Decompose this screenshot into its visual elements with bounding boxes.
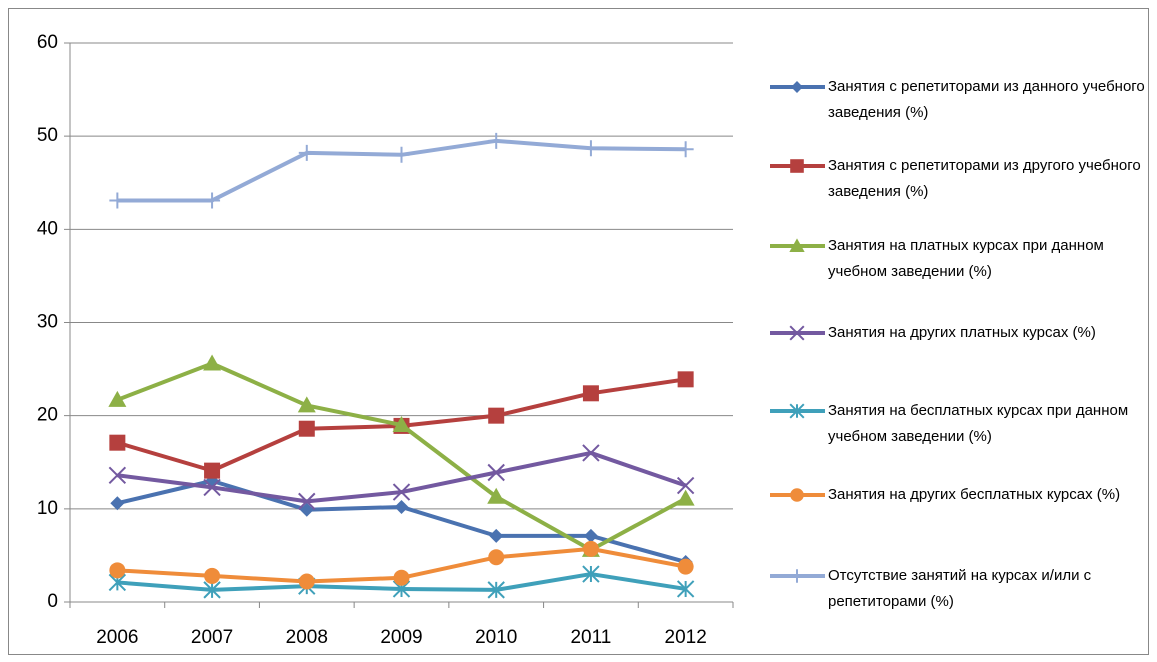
marker <box>582 385 599 402</box>
marker <box>204 567 221 584</box>
marker <box>203 354 222 371</box>
marker <box>789 325 805 341</box>
marker <box>789 238 805 252</box>
chart-frame <box>8 8 1149 655</box>
series <box>109 540 694 590</box>
marker <box>298 420 315 437</box>
y-tick-label: 10 <box>37 498 58 519</box>
marker <box>487 487 506 504</box>
legend-label: Занятия с репетиторами из другого учебно… <box>828 157 1141 200</box>
marker <box>582 565 600 583</box>
marker <box>488 132 505 149</box>
marker <box>109 434 126 451</box>
marker <box>297 396 316 413</box>
marker <box>488 407 505 424</box>
x-tick-label: 2007 <box>191 627 233 648</box>
marker <box>677 558 694 575</box>
y-tick-label: 40 <box>37 218 58 239</box>
marker <box>203 581 221 599</box>
legend-label: Занятия на других платных курсах (%) <box>828 324 1096 341</box>
marker <box>203 478 221 497</box>
marker <box>488 549 505 566</box>
marker <box>582 540 599 557</box>
marker <box>298 573 315 590</box>
marker <box>392 483 411 501</box>
marker <box>790 569 804 583</box>
marker <box>789 403 805 419</box>
marker <box>392 415 411 432</box>
x-tick-label: 2011 <box>570 627 611 648</box>
marker <box>108 466 127 485</box>
y-tick-label: 30 <box>37 312 58 333</box>
marker <box>393 146 410 163</box>
marker <box>110 496 125 511</box>
marker <box>582 444 600 462</box>
x-tick-label: 2008 <box>286 627 328 648</box>
y-tick-label: 20 <box>37 405 58 426</box>
marker <box>790 159 804 173</box>
marker <box>582 140 599 157</box>
y-tick-label: 60 <box>37 32 58 53</box>
marker <box>204 462 221 479</box>
series <box>109 132 694 209</box>
marker <box>676 580 695 598</box>
legend-label: Отсутствие занятий на курсах и/или с реп… <box>828 567 1092 610</box>
marker <box>677 371 694 388</box>
y-tick-label: 0 <box>47 591 58 612</box>
marker <box>489 528 504 543</box>
marker <box>298 144 315 161</box>
marker <box>676 476 695 495</box>
x-tick-label: 2010 <box>475 627 517 648</box>
legend-label: Занятия с репетиторами из данного учебно… <box>828 78 1145 121</box>
marker <box>676 489 695 506</box>
marker <box>791 81 803 93</box>
marker <box>583 528 598 543</box>
legend-label: Занятия на бесплатных курсах при данном … <box>828 402 1129 445</box>
marker <box>298 492 316 511</box>
series <box>108 444 695 511</box>
marker <box>109 562 126 579</box>
marker <box>487 463 505 482</box>
marker <box>394 499 409 514</box>
marker <box>109 192 126 209</box>
legend-label: Занятия на других бесплатных курсах (%) <box>828 486 1121 503</box>
x-tick-label: 2009 <box>380 627 422 648</box>
marker <box>487 581 505 599</box>
x-tick-label: 2012 <box>665 627 707 648</box>
marker <box>204 192 221 209</box>
marker <box>108 390 127 407</box>
marker <box>790 488 804 502</box>
marker <box>393 569 410 586</box>
legend-label: Занятия на платных курсах при данном уче… <box>828 237 1104 280</box>
marker <box>677 141 694 158</box>
y-tick-label: 50 <box>37 125 58 146</box>
x-tick-label: 2006 <box>96 627 138 648</box>
